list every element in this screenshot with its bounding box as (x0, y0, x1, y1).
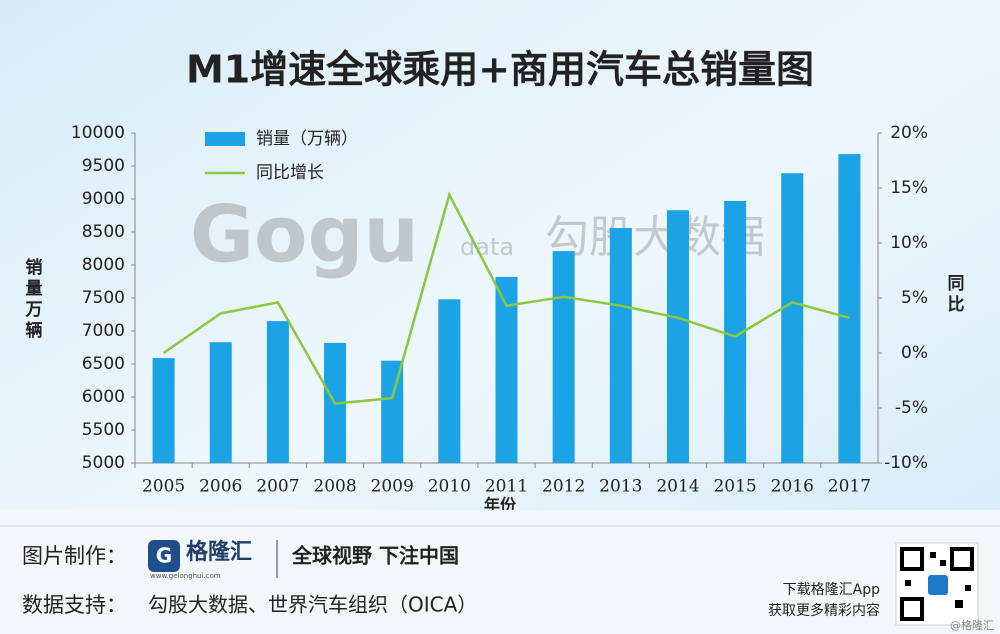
y-tick-label: 8500 (82, 222, 125, 242)
y2-tick-label: 20% (890, 123, 928, 143)
bar (781, 173, 804, 463)
slogan: 全球视野 下注中国 (291, 544, 459, 568)
x-tick-label: 2008 (313, 477, 356, 497)
line (162, 191, 850, 405)
chart-title: M1增速全球乘用+商用汽车总销量图 (186, 48, 814, 92)
y-tick-label: 6500 (82, 354, 125, 374)
app-line: 下载格隆汇App (783, 582, 880, 598)
x-tick-label: 2014 (656, 477, 699, 497)
x-tick-label: 2010 (428, 477, 471, 497)
legend-label: 同比增长 (256, 163, 324, 183)
y2-tick-label: 5% (901, 288, 928, 308)
y-tick-label: 8000 (82, 255, 125, 275)
bar (724, 200, 747, 464)
y-tick-label: 5500 (82, 420, 125, 440)
legend-swatch (205, 132, 245, 146)
logo-icon-letter: G (156, 544, 172, 568)
footer-label: 图片制作： (22, 544, 127, 568)
legend-label: 销量（万辆） (256, 129, 358, 149)
x-axis-label: 年份 (484, 496, 517, 515)
x-tick-label: 2013 (599, 477, 642, 497)
watermark-text: data (460, 233, 514, 261)
y2-tick-label: 0% (901, 343, 928, 363)
y-tick-label: 7500 (82, 288, 125, 308)
x-tick-label: 2005 (142, 477, 185, 497)
bar (152, 358, 175, 463)
watermark-text: Gogu (190, 190, 419, 280)
logo-text: 格隆汇 (186, 539, 252, 565)
logo-icon (148, 540, 180, 572)
y-tick-label: 6000 (82, 387, 125, 407)
bar (209, 342, 232, 463)
y2-axis-label: 同比 (947, 274, 965, 315)
qr-code (895, 542, 979, 626)
credit: @格隆汇 (950, 618, 994, 632)
y-axis-label: 销量万辆 (25, 258, 43, 341)
x-tick-label: 2007 (256, 477, 299, 497)
y-tick-label: 5000 (82, 453, 125, 473)
y2-tick-label: -10% (884, 453, 928, 473)
bar (438, 299, 461, 463)
bar (266, 321, 289, 463)
y-tick-label: 9000 (82, 189, 125, 209)
y-tick-label: 9500 (82, 156, 125, 176)
x-tick-label: 2015 (713, 477, 756, 497)
y2-tick-label: 10% (890, 233, 928, 253)
x-tick-label: 2009 (371, 477, 414, 497)
bar (495, 276, 518, 463)
source: 勾股大数据、世界汽车组织（OICA） (148, 593, 477, 617)
logo-url: www.gelonghui.com (150, 572, 221, 580)
bar (552, 251, 575, 463)
x-tick-label: 2011 (485, 477, 528, 497)
bar (381, 360, 404, 463)
bar (838, 154, 861, 463)
y-tick-label: 10000 (71, 123, 125, 143)
x-tick-label: 2016 (771, 477, 814, 497)
x-tick-label: 2012 (542, 477, 585, 497)
bar (666, 210, 689, 463)
x-tick-label: 2017 (828, 477, 871, 497)
y-tick-label: 7000 (82, 321, 125, 341)
x-tick-label: 2006 (199, 477, 242, 497)
bar (609, 228, 632, 463)
y2-tick-label: -5% (895, 398, 928, 418)
footer-label: 数据支持： (22, 593, 127, 617)
app-line: 获取更多精彩内容 (768, 602, 880, 619)
y2-tick-label: 15% (890, 178, 928, 198)
